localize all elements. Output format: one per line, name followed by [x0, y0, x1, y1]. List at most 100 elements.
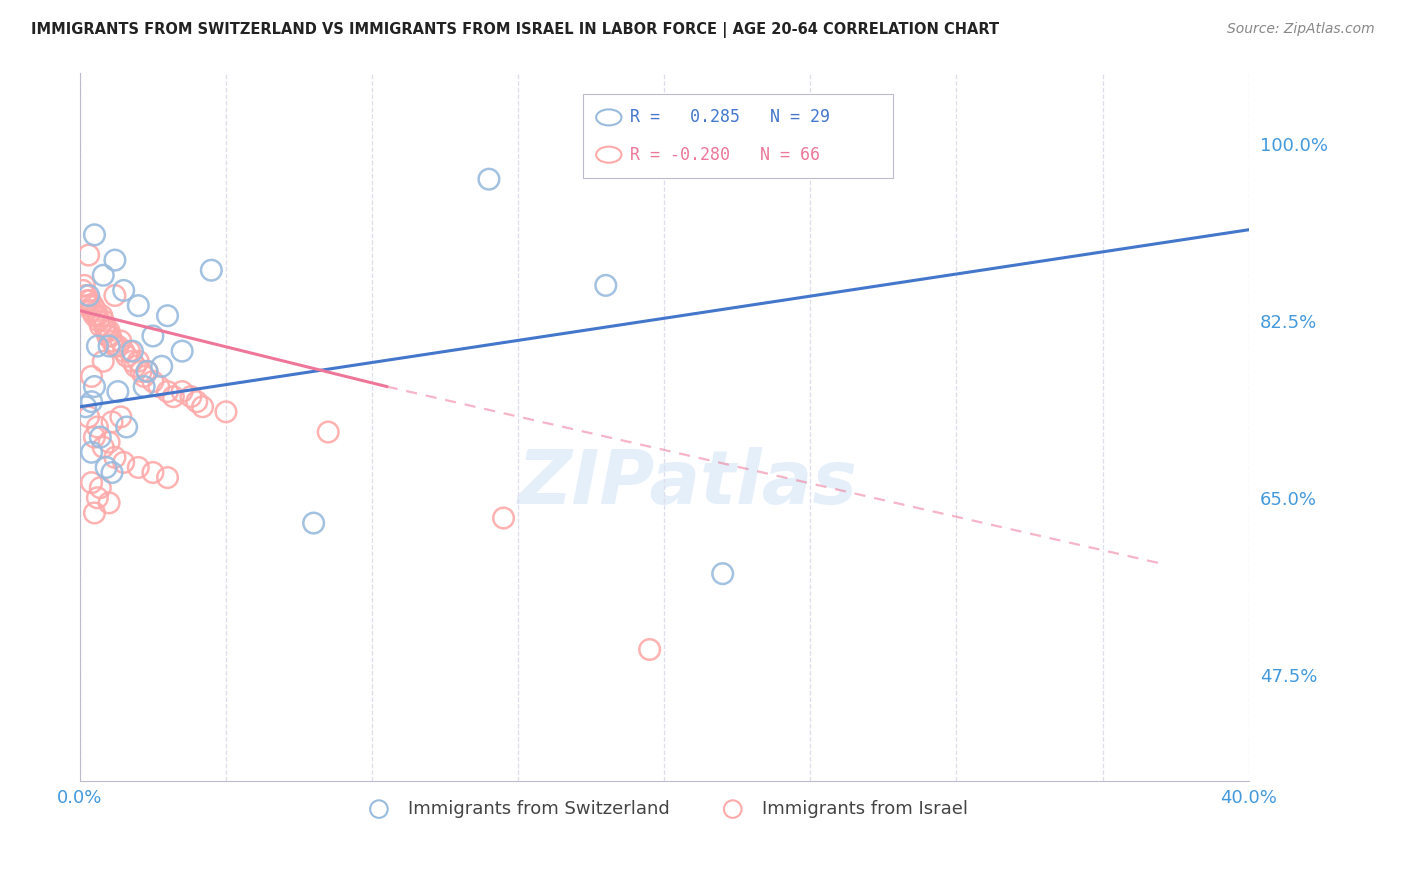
Point [77, 248, 100, 262]
Text: R = -0.280   N = 66: R = -0.280 N = 66 [630, 145, 820, 163]
Point [104, 450, 127, 465]
Point [302, 516, 325, 530]
Point [72, 284, 94, 298]
Point [191, 400, 214, 414]
Point [142, 329, 165, 343]
Point [104, 288, 127, 302]
Point [93, 318, 115, 333]
Point [478, 172, 501, 186]
Point [316, 425, 339, 439]
Point [162, 390, 184, 404]
Point [86, 309, 108, 323]
Point [118, 344, 141, 359]
Point [101, 334, 124, 348]
Point [91, 314, 114, 328]
Point [215, 405, 238, 419]
Point [134, 369, 156, 384]
Point [115, 420, 138, 434]
Point [124, 359, 146, 374]
Text: ZIPatlas: ZIPatlas [517, 447, 858, 520]
Point [711, 566, 734, 581]
Point [80, 394, 103, 409]
Point [86, 491, 108, 505]
Point [87, 314, 110, 328]
Point [121, 354, 143, 368]
Point [112, 455, 135, 469]
Point [89, 318, 111, 333]
Point [83, 309, 105, 323]
Point [595, 278, 617, 293]
Point [112, 344, 135, 359]
Point [98, 324, 121, 338]
Point [115, 349, 138, 363]
Point [91, 354, 114, 368]
Text: Source: ZipAtlas.com: Source: ZipAtlas.com [1227, 22, 1375, 37]
Point [96, 324, 118, 338]
Point [101, 415, 124, 429]
Point [107, 339, 129, 353]
Point [200, 263, 222, 277]
Point [121, 344, 143, 359]
Point [110, 409, 132, 424]
Point [172, 384, 194, 399]
Point [186, 394, 208, 409]
Point [127, 354, 149, 368]
Point [98, 339, 121, 353]
Point [80, 303, 103, 318]
Point [112, 284, 135, 298]
Point [86, 420, 108, 434]
Point [638, 642, 661, 657]
Point [104, 253, 127, 268]
Text: IMMIGRANTS FROM SWITZERLAND VS IMMIGRANTS FROM ISRAEL IN LABOR FORCE | AGE 20-64: IMMIGRANTS FROM SWITZERLAND VS IMMIGRANT… [31, 22, 1000, 38]
Point [156, 384, 179, 399]
Point [136, 364, 159, 378]
Point [82, 299, 104, 313]
Point [101, 466, 124, 480]
Point [91, 440, 114, 454]
Point [127, 299, 149, 313]
Point [134, 379, 156, 393]
Point [142, 466, 165, 480]
Point [96, 460, 118, 475]
Point [75, 288, 97, 302]
Point [83, 227, 105, 242]
Point [150, 359, 173, 374]
Point [98, 496, 121, 510]
Point [129, 364, 152, 378]
Point [89, 430, 111, 444]
Point [89, 481, 111, 495]
Point [110, 334, 132, 348]
Point [156, 470, 179, 484]
Point [86, 339, 108, 353]
Point [75, 400, 97, 414]
Point [107, 384, 129, 399]
Point [180, 390, 202, 404]
Point [148, 379, 170, 393]
Point [77, 409, 100, 424]
Point [80, 369, 103, 384]
Point [91, 268, 114, 283]
Point [73, 278, 96, 293]
Point [98, 435, 121, 450]
Point [90, 309, 112, 323]
Point [83, 506, 105, 520]
Point [97, 329, 120, 343]
Point [77, 299, 100, 313]
Point [76, 293, 98, 308]
Point [104, 339, 127, 353]
Point [142, 375, 165, 389]
Point [80, 475, 103, 490]
Point [172, 344, 194, 359]
Point [83, 379, 105, 393]
Point [156, 309, 179, 323]
Point [83, 430, 105, 444]
Point [100, 329, 122, 343]
Legend: Immigrants from Switzerland, Immigrants from Israel: Immigrants from Switzerland, Immigrants … [354, 793, 974, 825]
Point [77, 288, 100, 302]
Point [136, 364, 159, 378]
Text: R =   0.285   N = 29: R = 0.285 N = 29 [630, 109, 830, 127]
Point [79, 293, 101, 308]
Point [127, 460, 149, 475]
Point [80, 445, 103, 459]
Point [84, 303, 107, 318]
